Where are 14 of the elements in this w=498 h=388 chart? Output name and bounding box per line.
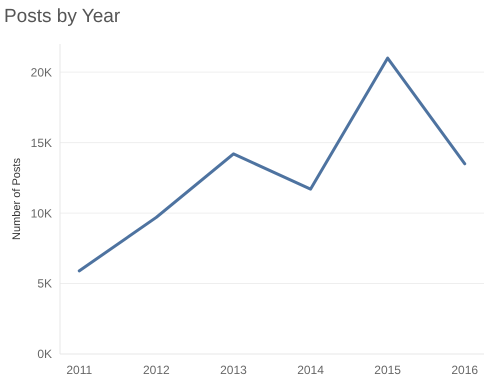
y-tick-label: 20K xyxy=(30,65,52,80)
x-tick-label: 2015 xyxy=(374,363,402,377)
y-tick-label: 15K xyxy=(30,136,52,150)
x-tick-label: 2011 xyxy=(66,363,92,377)
y-tick-label: 10K xyxy=(30,206,52,220)
y-axis-title: Number of Posts xyxy=(11,158,23,240)
x-tick-label: 2014 xyxy=(297,363,324,377)
x-tick-label: 2012 xyxy=(143,363,170,377)
y-tick-label: 0K xyxy=(37,347,52,362)
y-tick-label: 5K xyxy=(37,276,52,291)
x-tick-label: 2013 xyxy=(220,363,248,377)
chart-title: Posts by Year xyxy=(4,6,121,27)
line-series xyxy=(78,56,466,272)
x-tick-label: 2016 xyxy=(451,363,478,377)
